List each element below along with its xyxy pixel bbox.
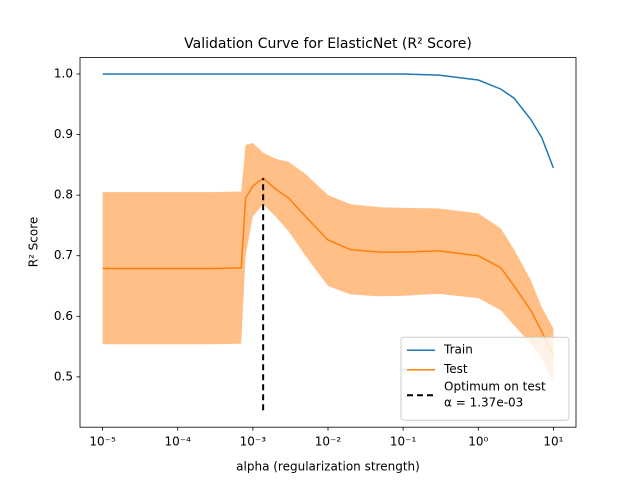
x-tick-label: 10⁻⁵ [89, 435, 116, 449]
x-tick-label: 10⁻³ [240, 435, 267, 449]
series-line [102, 177, 555, 357]
x-tick-label: 10⁰ [468, 435, 488, 449]
legend-label: Test [443, 362, 468, 376]
x-tick-label: 10⁻¹ [390, 435, 417, 449]
legend-label: Optimum on test [444, 380, 546, 394]
y-axis-label: R² Score [27, 217, 41, 268]
series-line [102, 73, 555, 169]
x-tick-label: 10¹ [543, 435, 563, 449]
legend-box [400, 336, 570, 421]
x-tick-label: 10⁻² [315, 435, 342, 449]
y-tick-label: 1.0 [54, 66, 73, 80]
confidence-band [102, 143, 554, 383]
y-tick-label: 0.8 [54, 188, 73, 202]
legend-label: α = 1.37e-03 [444, 396, 523, 410]
x-tick-label: 10⁻⁴ [165, 435, 192, 449]
y-tick-label: 0.5 [54, 369, 73, 383]
x-axis-label: alpha (regularization strength) [236, 460, 420, 474]
y-tick-label: 0.6 [54, 309, 73, 323]
legend-label: Train [443, 343, 473, 357]
y-tick-label: 0.7 [54, 248, 73, 262]
y-tick-label: 0.9 [54, 127, 73, 141]
chart-title: Validation Curve for ElasticNet (R² Scor… [184, 36, 472, 52]
